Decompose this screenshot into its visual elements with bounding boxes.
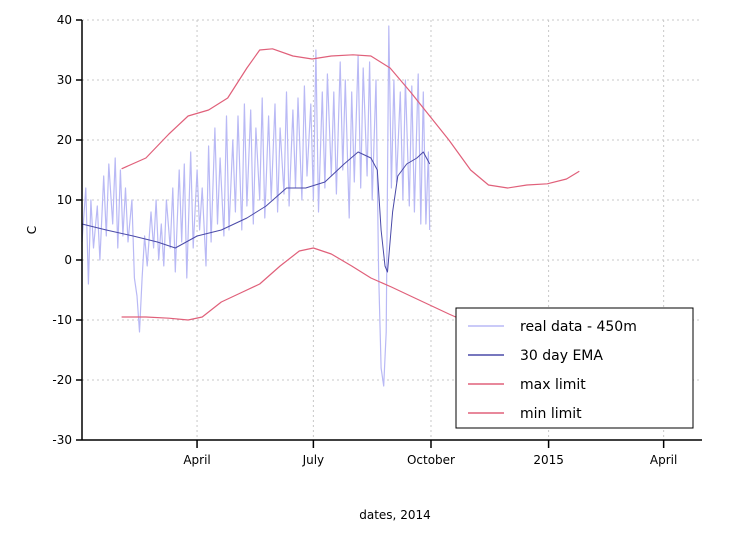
plot-series (81, 25, 580, 387)
y-axis-title: C (25, 226, 39, 234)
y-tick-label: 20 (57, 133, 72, 147)
x-axis-title: dates, 2014 (359, 508, 430, 522)
legend-label: 30 day EMA (520, 348, 603, 364)
series-min-limit (121, 247, 470, 324)
series-real-data (81, 25, 431, 387)
axes: -30 -20 -10 0 10 20 30 40 April July October 2015 Ap… (52, 13, 702, 467)
legend: real data - 450m 30 day EMA max limit min l… (455, 307, 694, 429)
x-tick-label: October (407, 453, 455, 467)
series-max-limit (121, 48, 580, 189)
legend-box (455, 307, 694, 429)
y-tick-label: -20 (52, 373, 72, 387)
y-tick-label: 0 (64, 253, 72, 267)
x-tick-label: July (302, 453, 325, 467)
x-tick-label: 2015 (533, 453, 564, 467)
y-tick-label: 40 (57, 13, 72, 27)
y-tick-label: 30 (57, 73, 72, 87)
y-tick-label: 10 (57, 193, 72, 207)
y-tick-label: -30 (52, 433, 72, 447)
legend-label: max limit (520, 377, 586, 393)
x-tick-label: April (183, 453, 210, 467)
legend-label: real data - 450m (520, 319, 637, 335)
x-tick-label: April (650, 453, 677, 467)
series-ema (81, 151, 431, 273)
y-tick-label: -10 (52, 313, 72, 327)
legend-label: min limit (520, 406, 582, 422)
